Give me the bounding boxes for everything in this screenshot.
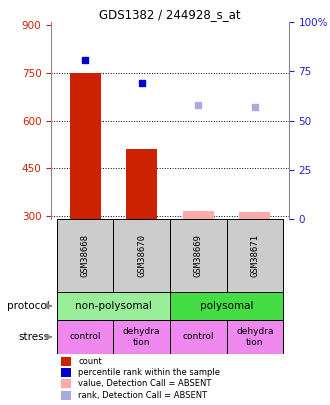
Text: polysomal: polysomal <box>200 301 253 311</box>
Text: GSM38671: GSM38671 <box>250 234 259 277</box>
Bar <box>114 219 170 292</box>
Bar <box>126 149 157 219</box>
Text: non-polysomal: non-polysomal <box>75 301 152 311</box>
Text: value, Detection Call = ABSENT: value, Detection Call = ABSENT <box>79 379 212 388</box>
Bar <box>61 357 71 366</box>
Text: protocol: protocol <box>7 301 50 311</box>
Text: GSM38669: GSM38669 <box>194 234 203 277</box>
Bar <box>170 219 226 292</box>
Bar <box>61 368 71 377</box>
Bar <box>183 211 214 219</box>
Bar <box>226 219 283 292</box>
Bar <box>114 320 170 354</box>
Bar <box>226 320 283 354</box>
Text: GSM38668: GSM38668 <box>81 234 89 277</box>
Bar <box>61 379 71 388</box>
Text: count: count <box>79 357 102 366</box>
Bar <box>239 212 270 219</box>
Text: stress: stress <box>18 332 50 342</box>
Text: percentile rank within the sample: percentile rank within the sample <box>79 368 220 377</box>
Text: dehydra
tion: dehydra tion <box>236 327 274 347</box>
Text: rank, Detection Call = ABSENT: rank, Detection Call = ABSENT <box>79 390 208 400</box>
Bar <box>170 320 226 354</box>
Text: dehydra
tion: dehydra tion <box>123 327 160 347</box>
Bar <box>57 320 114 354</box>
Text: GSM38670: GSM38670 <box>137 234 146 277</box>
Bar <box>170 292 283 320</box>
Text: control: control <box>69 333 101 341</box>
Text: control: control <box>182 333 214 341</box>
Bar <box>57 292 170 320</box>
Title: GDS1382 / 244928_s_at: GDS1382 / 244928_s_at <box>99 8 241 21</box>
Bar <box>61 391 71 399</box>
Bar <box>70 73 101 219</box>
Bar <box>57 219 114 292</box>
